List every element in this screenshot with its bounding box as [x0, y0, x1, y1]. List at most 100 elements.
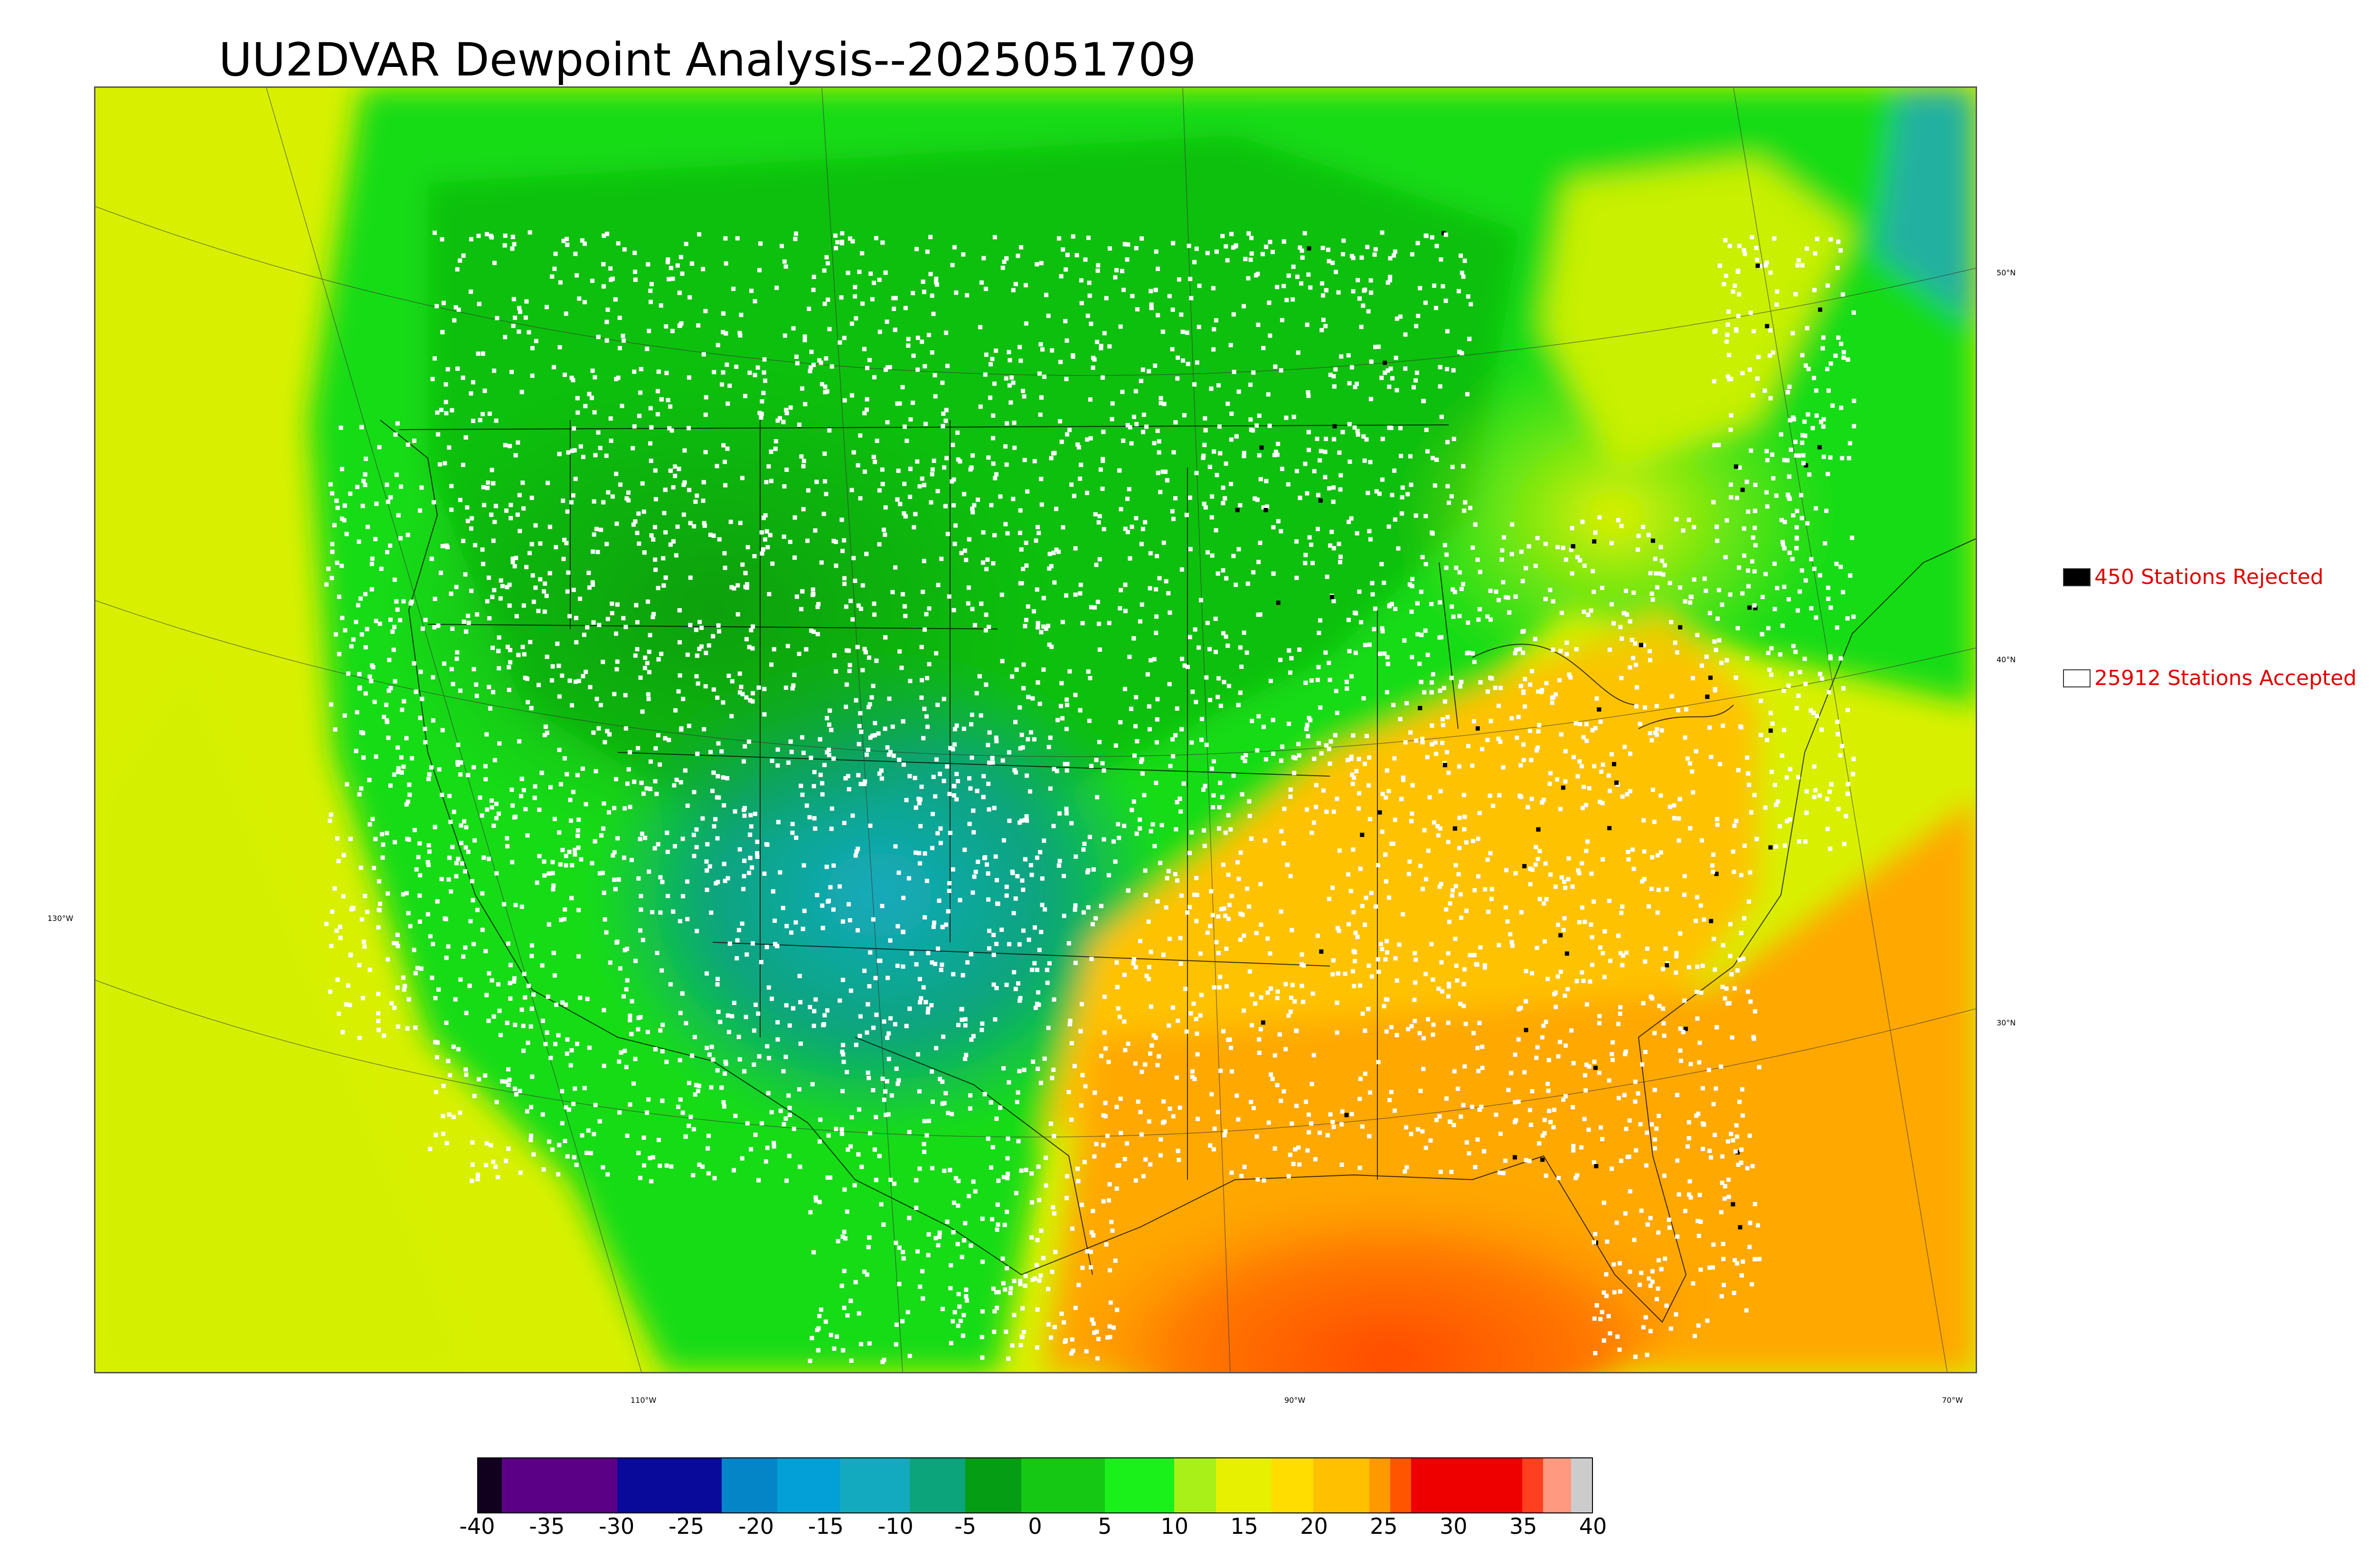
- accepted-station-marker: [558, 280, 563, 285]
- accepted-station-marker: [1335, 1030, 1339, 1035]
- accepted-station-marker: [1005, 421, 1009, 426]
- accepted-station-marker: [1052, 1134, 1056, 1138]
- accepted-station-marker: [718, 1020, 723, 1024]
- accepted-station-marker: [880, 482, 885, 487]
- accepted-station-marker: [1366, 963, 1371, 968]
- accepted-station-marker: [674, 553, 678, 558]
- accepted-station-marker: [970, 755, 974, 760]
- accepted-station-marker: [1602, 1201, 1606, 1205]
- accepted-station-marker: [650, 1155, 655, 1160]
- accepted-station-marker: [1236, 1117, 1241, 1122]
- accepted-station-marker: [1363, 1071, 1367, 1076]
- accepted-station-marker: [1217, 424, 1222, 429]
- accepted-station-marker: [590, 580, 595, 585]
- accepted-station-marker: [626, 767, 631, 772]
- accepted-station-marker: [1286, 1013, 1291, 1018]
- accepted-station-marker: [1827, 690, 1831, 695]
- accepted-station-marker: [1713, 1133, 1717, 1137]
- rejected-station-marker: [1731, 1202, 1735, 1207]
- accepted-station-marker: [925, 676, 930, 680]
- accepted-station-marker: [1042, 1056, 1047, 1061]
- accepted-station-marker: [1812, 566, 1817, 571]
- accepted-station-marker: [1690, 676, 1695, 681]
- accepted-station-marker: [1704, 654, 1709, 659]
- accepted-station-marker: [1748, 999, 1753, 1004]
- accepted-station-marker: [782, 1122, 786, 1127]
- accepted-station-marker: [1409, 482, 1413, 487]
- accepted-station-marker: [1166, 869, 1171, 873]
- accepted-station-marker: [1035, 1307, 1040, 1312]
- accepted-station-marker: [1366, 783, 1371, 788]
- accepted-station-marker: [1519, 795, 1524, 799]
- accepted-station-marker: [1352, 984, 1357, 988]
- accepted-station-marker: [987, 946, 991, 951]
- accepted-station-marker: [596, 430, 601, 435]
- accepted-station-marker: [1413, 980, 1418, 985]
- accepted-station-marker: [1347, 519, 1351, 524]
- accepted-station-marker: [763, 378, 767, 383]
- accepted-station-marker: [822, 268, 827, 273]
- accepted-station-marker: [934, 757, 939, 762]
- accepted-station-marker: [1712, 937, 1716, 941]
- rejected-station-marker: [1768, 845, 1773, 850]
- accepted-station-marker: [1179, 567, 1184, 572]
- accepted-station-marker: [1142, 793, 1147, 798]
- accepted-station-marker: [1724, 273, 1728, 278]
- accepted-station-marker: [1005, 1266, 1009, 1271]
- accepted-station-marker: [970, 607, 975, 611]
- accepted-station-marker: [1737, 244, 1742, 248]
- accepted-station-marker: [1698, 1220, 1703, 1224]
- accepted-station-marker: [703, 413, 708, 417]
- accepted-station-marker: [901, 1250, 905, 1254]
- accepted-station-marker: [1390, 493, 1394, 498]
- accepted-station-marker: [759, 960, 763, 965]
- accepted-station-marker: [369, 562, 374, 566]
- accepted-station-marker: [1385, 280, 1390, 285]
- accepted-station-marker: [601, 284, 606, 289]
- accepted-station-marker: [1592, 1316, 1597, 1321]
- accepted-station-marker: [1408, 454, 1413, 459]
- accepted-station-marker: [721, 1100, 726, 1105]
- accepted-station-marker: [1726, 1177, 1731, 1182]
- accepted-station-marker: [1370, 592, 1375, 597]
- accepted-station-marker: [850, 617, 855, 622]
- accepted-station-marker: [448, 1073, 452, 1078]
- accepted-station-marker: [1768, 328, 1772, 333]
- accepted-station-marker: [400, 707, 405, 712]
- accepted-station-marker: [1741, 956, 1746, 961]
- accepted-station-marker: [648, 633, 652, 638]
- accepted-station-marker: [1846, 456, 1851, 460]
- accepted-station-marker: [862, 968, 867, 973]
- accepted-station-marker: [730, 1014, 735, 1019]
- accepted-station-marker: [896, 1078, 901, 1083]
- accepted-station-marker: [1790, 331, 1795, 336]
- accepted-station-marker: [1272, 453, 1277, 458]
- accepted-station-marker: [845, 1070, 849, 1074]
- accepted-station-marker: [1073, 960, 1078, 965]
- accepted-station-marker: [958, 898, 962, 902]
- accepted-station-marker: [888, 1177, 893, 1182]
- accepted-station-marker: [480, 412, 485, 416]
- accepted-station-marker: [549, 678, 554, 683]
- accepted-station-marker: [433, 230, 437, 235]
- rejected-station-marker: [1561, 785, 1565, 790]
- accepted-station-marker: [1426, 1017, 1431, 1022]
- accepted-station-marker: [592, 499, 596, 504]
- accepted-station-marker: [678, 919, 682, 923]
- accepted-station-marker: [1102, 1030, 1107, 1035]
- accepted-station-marker: [653, 497, 658, 501]
- accepted-station-marker: [723, 236, 728, 241]
- accepted-station-marker: [497, 811, 501, 816]
- accepted-station-marker: [1695, 989, 1699, 994]
- accepted-station-marker: [508, 963, 513, 967]
- accepted-station-marker: [1187, 495, 1192, 500]
- accepted-station-marker: [1577, 920, 1582, 925]
- accepted-station-marker: [1370, 581, 1375, 585]
- accepted-station-marker: [623, 726, 628, 731]
- accepted-station-marker: [1739, 873, 1743, 877]
- accepted-station-marker: [755, 854, 760, 859]
- accepted-station-marker: [1608, 789, 1612, 793]
- accepted-station-marker: [1779, 518, 1784, 522]
- accepted-station-marker: [1215, 1110, 1220, 1114]
- accepted-station-marker: [1675, 1158, 1680, 1163]
